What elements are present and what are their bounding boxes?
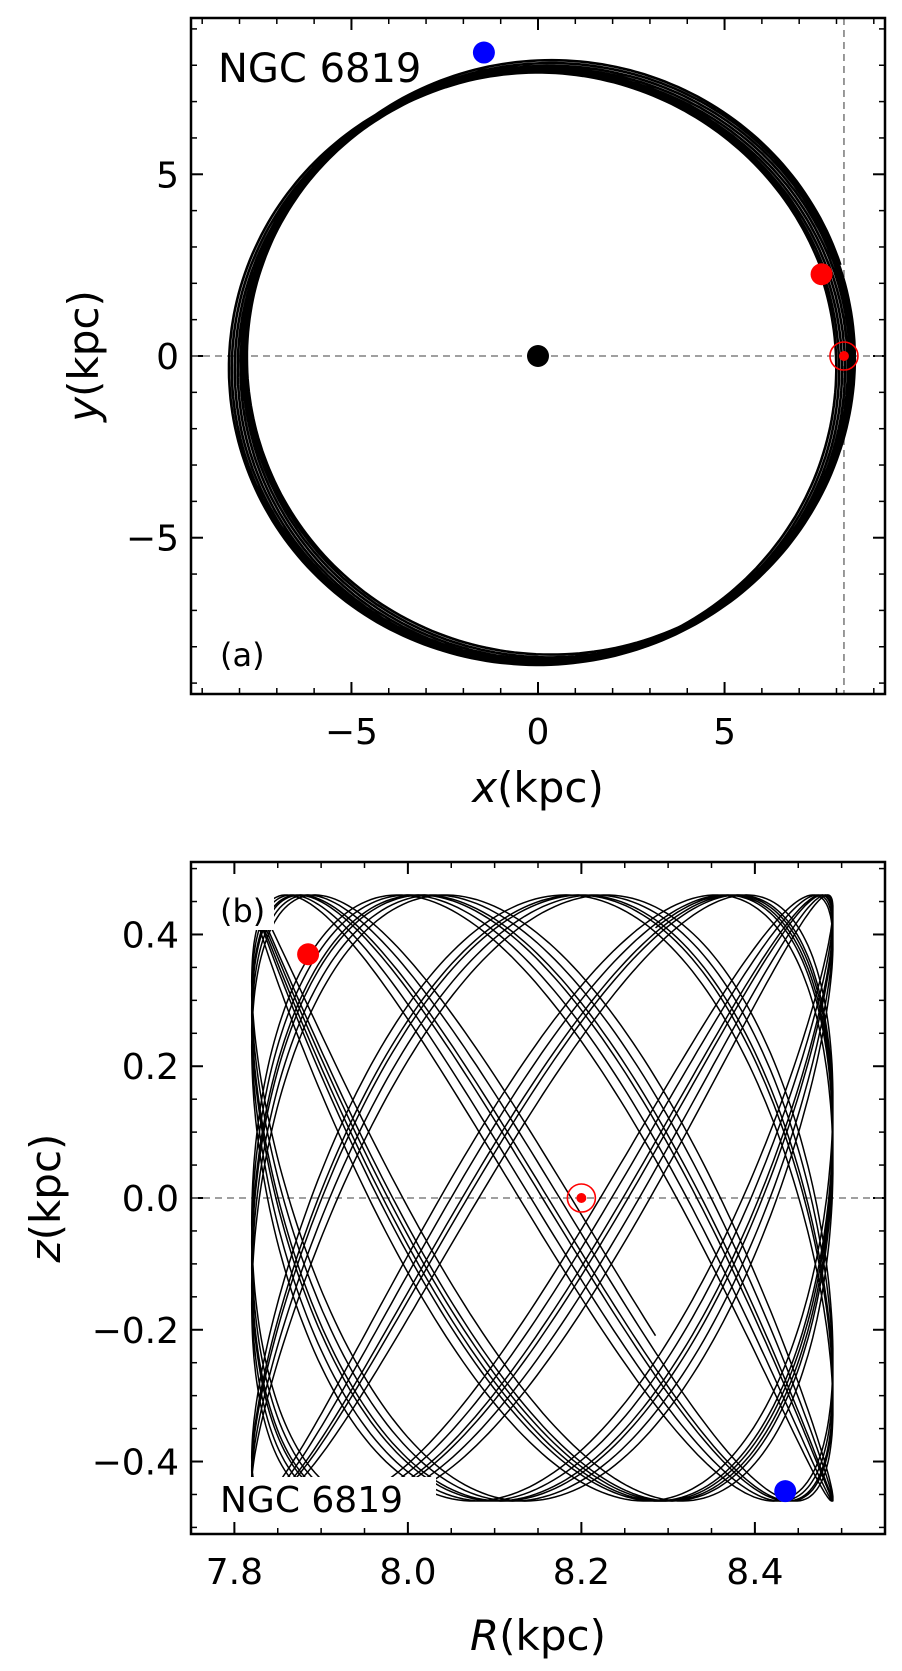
- panel-b-tag-background: [214, 892, 274, 930]
- a-orbit-start-marker: [810, 263, 833, 286]
- b-y-tick-label: 0.0: [122, 1179, 179, 1220]
- a-x-tick-label: −5: [325, 712, 378, 753]
- panel-b-tick-labels: 7.8 8.0 8.2 8.4 −0.4 −0.2 0.0 0.2 0.4: [92, 915, 784, 1593]
- b-x-tick-label: 8.2: [553, 1552, 610, 1593]
- panel-b-orbit: [250, 894, 834, 1502]
- panel-b: 7.8 8.0 8.2 8.4 −0.4 −0.2 0.0 0.2 0.4 (b) NGC 68…: [21, 860, 887, 1660]
- panel-a: −5 0 5 −5 0 5 NGC 6819 (a) x(kpc) y(kpc): [59, 16, 887, 812]
- a-orbit-end-marker: [472, 41, 495, 64]
- b-y-tick-label: −0.4: [92, 1443, 179, 1484]
- a-x-tick-label: 5: [713, 712, 736, 753]
- b-x-tick-label: 8.4: [726, 1552, 783, 1593]
- panel-b-x-axis-label: R(kpc): [470, 1611, 606, 1660]
- panel-a-y-axis-label: y(kpc): [59, 290, 108, 424]
- a-y-tick-label: −5: [126, 519, 179, 560]
- panel-b-markers: [297, 943, 797, 1503]
- panel-a-object-label: NGC 6819: [218, 46, 421, 92]
- b-y-tick-label: −0.2: [92, 1311, 179, 1352]
- panel-b-object-label-background: [214, 1477, 436, 1521]
- panel-a-tag: (a): [220, 636, 265, 674]
- panel-b-y-axis-label: z(kpc): [21, 1134, 70, 1264]
- b-sun-ring-marker: [566, 1183, 597, 1213]
- a-sun-ring-marker: [829, 341, 859, 371]
- panel-a-tick-labels: −5 0 5 −5 0 5: [126, 155, 736, 753]
- b-sun-dot-marker: [576, 1193, 587, 1203]
- a-galactic-center-marker: [527, 345, 549, 367]
- panel-b-frame: [189, 860, 887, 1536]
- panel-b-object-label: NGC 6819: [220, 1480, 403, 1521]
- b-x-tick-label: 7.8: [206, 1552, 263, 1593]
- panel-a-frame: [189, 16, 887, 696]
- panel-a-orbit-path: [227, 58, 857, 667]
- b-y-tick-label: 0.2: [122, 1047, 179, 1088]
- a-y-tick-label: 5: [156, 155, 179, 196]
- a-sun-dot-marker: [838, 351, 849, 361]
- panel-a-orbit: [227, 58, 857, 667]
- panel-b-orbit-path: [250, 894, 834, 1502]
- panel-b-tag: (b): [220, 892, 265, 930]
- b-orbit-start-marker: [297, 943, 320, 966]
- b-orbit-end-marker: [774, 1480, 797, 1503]
- b-y-tick-label: 0.4: [122, 915, 179, 956]
- panel-a-markers: [472, 41, 859, 371]
- a-x-tick-label: 0: [527, 712, 550, 753]
- a-y-tick-label: 0: [156, 337, 179, 378]
- b-x-tick-label: 8.0: [379, 1552, 436, 1593]
- panel-a-x-axis-label: x(kpc): [470, 763, 604, 812]
